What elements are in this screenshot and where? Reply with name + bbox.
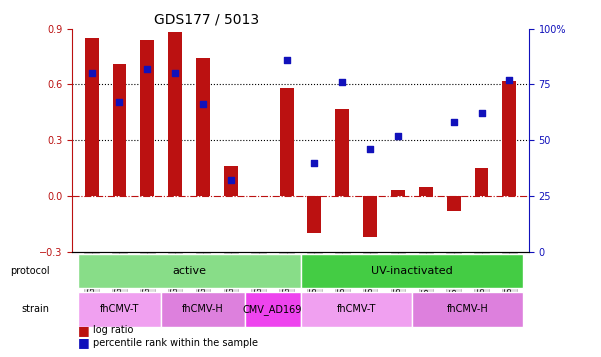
Bar [141,40,154,196]
Bar [475,168,489,196]
Bar [224,166,238,196]
Bar [112,64,126,196]
Text: fhCMV-H: fhCMV-H [447,304,489,314]
Bar [85,38,99,196]
Text: CMV_AD169: CMV_AD169 [243,304,302,315]
FancyBboxPatch shape [412,292,523,327]
Text: fhCMV-T: fhCMV-T [100,304,139,314]
Bar [502,81,516,196]
Text: strain: strain [22,304,50,314]
FancyBboxPatch shape [300,292,412,327]
Point [142,66,152,72]
Bar [391,191,405,196]
Text: GDS177 / 5013: GDS177 / 5013 [154,12,260,26]
Bar [279,88,293,196]
Point [310,160,319,165]
Bar [447,196,460,211]
Point [338,79,347,85]
Text: ■: ■ [78,324,90,337]
Point [282,57,291,63]
FancyBboxPatch shape [245,292,300,327]
FancyBboxPatch shape [78,254,300,288]
Text: fhCMV-H: fhCMV-H [182,304,224,314]
Point [393,133,403,139]
Point [170,70,180,76]
Bar [168,32,182,196]
Bar [419,187,433,196]
Text: ■: ■ [78,336,90,349]
Text: fhCMV-T: fhCMV-T [337,304,376,314]
Point [115,99,124,105]
Point [226,177,236,183]
Point [198,102,208,107]
FancyBboxPatch shape [78,292,161,327]
Bar [335,109,349,196]
Bar [308,196,322,233]
Text: percentile rank within the sample: percentile rank within the sample [93,338,258,348]
Point [505,77,514,83]
Point [87,70,96,76]
Point [365,146,375,152]
Text: protocol: protocol [10,266,50,276]
Text: active: active [172,266,206,276]
Bar [363,196,377,237]
Text: log ratio: log ratio [93,325,133,335]
Point [449,120,459,125]
FancyBboxPatch shape [161,292,245,327]
Bar [196,58,210,196]
Point [477,111,486,116]
FancyBboxPatch shape [300,254,523,288]
Text: UV-inactivated: UV-inactivated [371,266,453,276]
